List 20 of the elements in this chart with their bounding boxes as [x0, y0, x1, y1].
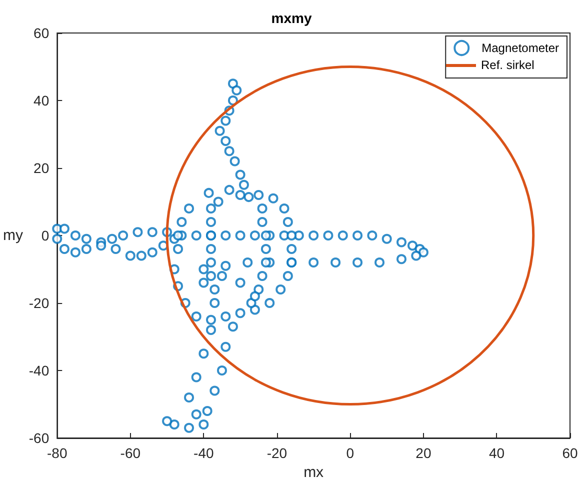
x-tick-label: 60 — [562, 445, 578, 461]
y-tick-label: 60 — [34, 25, 50, 41]
x-tick-label: -20 — [266, 445, 288, 461]
x-tick-label: -40 — [194, 445, 214, 461]
y-tick-label: -20 — [28, 295, 50, 311]
legend-label: Magnetometer — [482, 41, 560, 55]
chart-title: mxmy — [271, 10, 312, 26]
y-tick-label: 40 — [34, 92, 50, 108]
x-tick-label: -80 — [47, 445, 68, 461]
y-axis-title: my — [2, 227, 24, 244]
x-tick-label: -60 — [120, 445, 141, 461]
y-tick-label: -40 — [28, 362, 50, 378]
y-tick-label: 0 — [41, 228, 50, 244]
x-tick-label: 20 — [416, 445, 432, 461]
x-tick-label: 0 — [346, 445, 354, 461]
x-tick-label: 40 — [488, 445, 505, 461]
x-axis-title: mx — [304, 464, 324, 481]
y-tick-label: -60 — [28, 430, 50, 446]
annotation: Ref. sirkel — [481, 58, 534, 72]
y-tick-label: 20 — [34, 160, 50, 176]
